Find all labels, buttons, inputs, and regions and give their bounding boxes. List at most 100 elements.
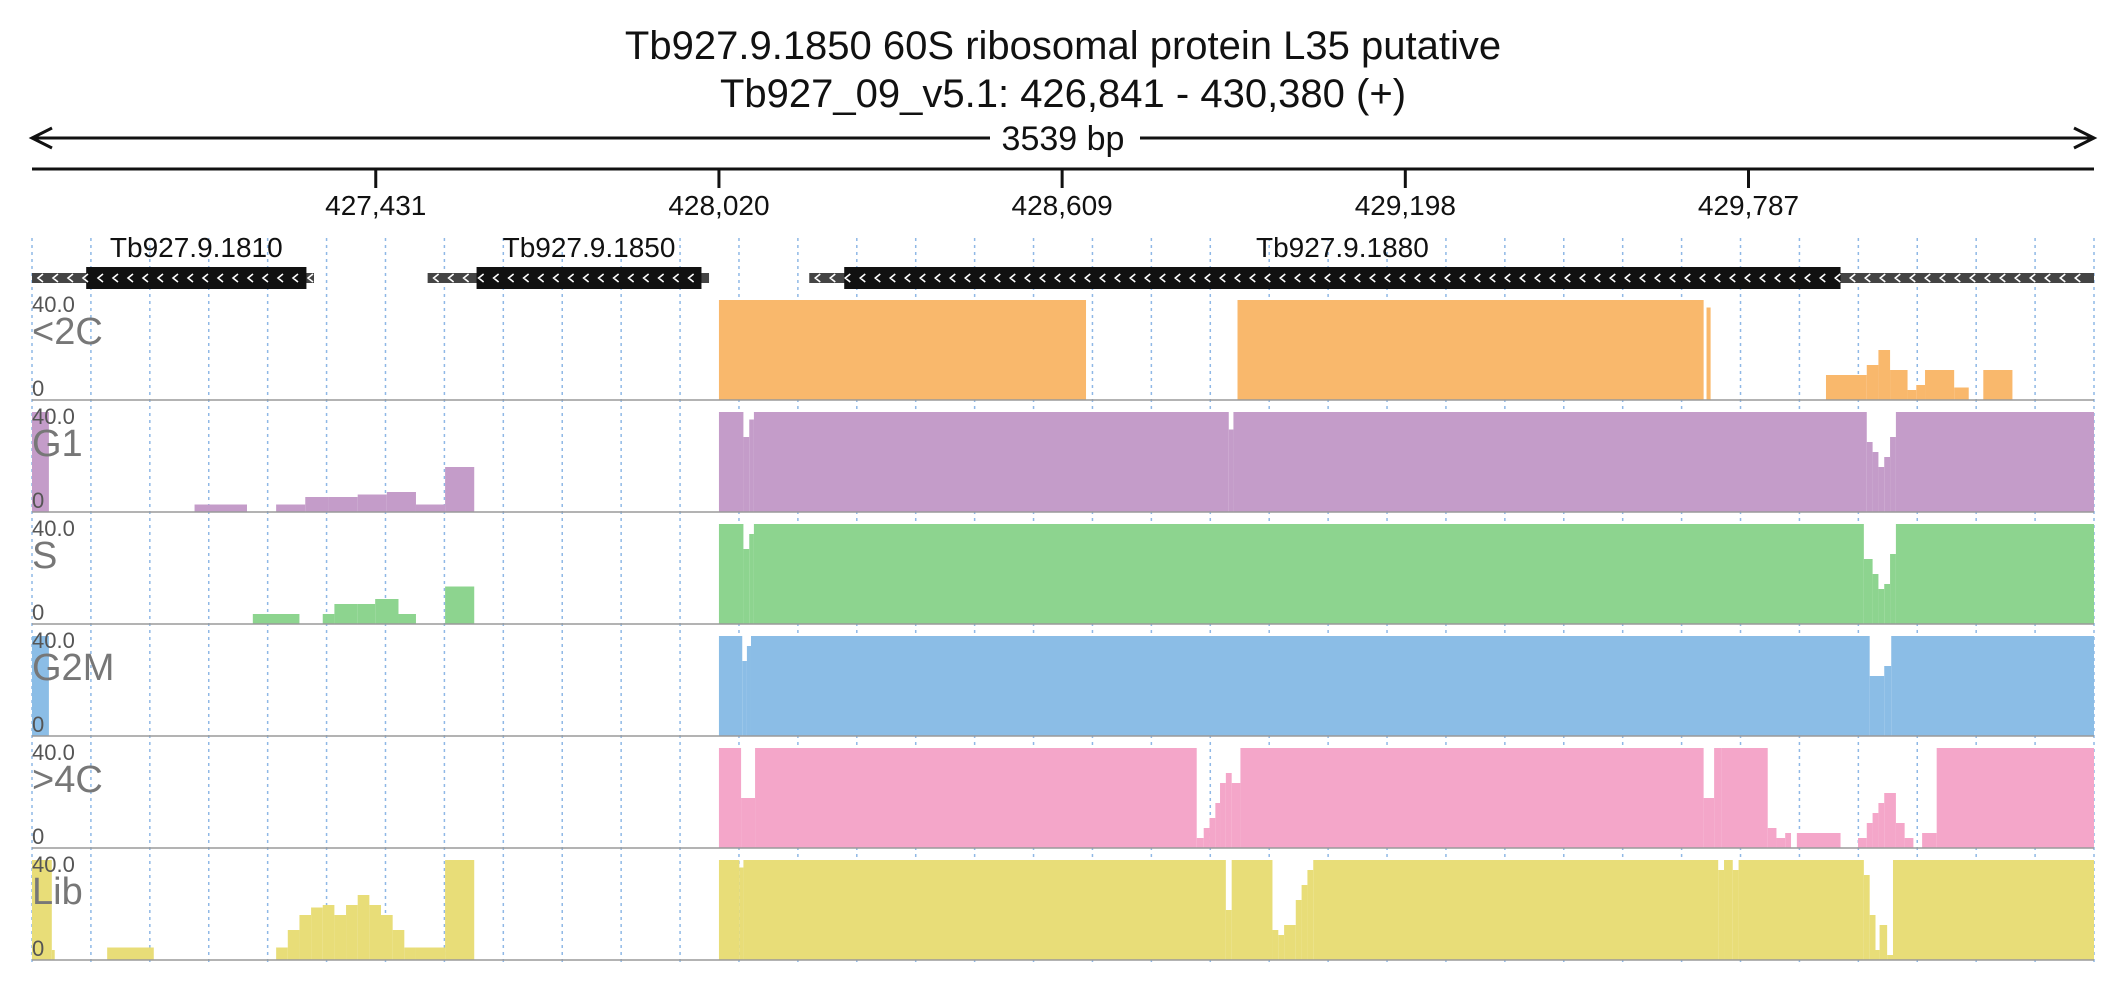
coverage-bar <box>1313 860 1719 960</box>
coverage-bar <box>1954 387 1969 400</box>
strand-arrows <box>432 273 695 283</box>
coverage-bar <box>1884 666 1892 736</box>
coverage-bar <box>305 497 329 512</box>
coverage-bar <box>1866 823 1873 848</box>
coverage-bar <box>1225 910 1232 960</box>
coverage-bar <box>1890 437 1896 512</box>
coverage-bar <box>311 907 323 960</box>
coverage-bar <box>1231 860 1273 960</box>
ruler-tick-label: 429,198 <box>1355 190 1456 221</box>
coverage-bar <box>252 614 300 624</box>
coverage-bar <box>1196 838 1204 848</box>
track-ymax-label: 40.0 <box>32 852 75 877</box>
gene-label: Tb927.9.1810 <box>110 232 283 263</box>
track-ymin-label: 0 <box>32 600 44 625</box>
coverage-bar <box>357 604 376 624</box>
coverage-bar <box>750 636 1870 736</box>
coverage-bar <box>1890 370 1908 400</box>
coverage-bar <box>1776 838 1786 848</box>
coverage-bar <box>746 646 751 736</box>
coverage-bar <box>386 492 416 512</box>
coverage-bar <box>718 860 740 960</box>
coverage-bar <box>1872 452 1879 512</box>
coverage-bar <box>1278 935 1285 960</box>
coverage-bar <box>287 930 300 960</box>
coverage-bar <box>404 947 416 960</box>
coverage-bar <box>1203 828 1210 848</box>
coverage-bar <box>743 860 1226 960</box>
coverage-bar <box>107 947 154 960</box>
track-ymax-label: 40.0 <box>32 740 75 765</box>
coverage-bar <box>1237 300 1704 400</box>
coverage-bar <box>1879 925 1888 960</box>
gene-cds <box>86 267 307 289</box>
coverage-bar <box>32 412 49 512</box>
coverage-bar <box>1895 823 1905 848</box>
coverage-bar <box>753 524 1864 624</box>
coverage-bar <box>1884 793 1896 848</box>
coverage-bar <box>1922 833 1937 848</box>
coverage-bar <box>1916 385 1926 400</box>
coverage-bar <box>1724 860 1733 960</box>
coverage-bar <box>1240 748 1704 848</box>
coverage-bar <box>1904 838 1914 848</box>
track-ymin-label: 0 <box>32 488 44 513</box>
gene-label: Tb927.9.1880 <box>1256 232 1429 263</box>
coverage-bar <box>1301 885 1308 960</box>
coverage-bar <box>1872 813 1879 848</box>
coverage-bar <box>276 504 306 512</box>
coverage-bar <box>1863 559 1873 624</box>
coverage-bar <box>392 930 405 960</box>
coverage-track: 40.0 0 >4C <box>32 740 2094 849</box>
coverage-track: 40.0 0 G1 <box>32 404 2094 513</box>
coverage-bar <box>1225 773 1232 848</box>
track-ymax-label: 40.0 <box>32 516 75 541</box>
coverage-bar <box>445 860 475 960</box>
track-name: S <box>32 535 57 577</box>
ruler-tick-label: 427,431 <box>325 190 426 221</box>
coverage-bar <box>1307 870 1314 960</box>
coverage-bar <box>276 947 288 960</box>
coverage-bar <box>334 604 358 624</box>
coverage-bar <box>1884 584 1891 624</box>
coverage-bar <box>1220 783 1226 848</box>
ruler-tick-label: 428,020 <box>668 190 769 221</box>
gene-title: Tb927.9.1850 60S ribosomal protein L35 p… <box>624 24 1502 68</box>
coverage-bar <box>1884 457 1891 512</box>
coverage-track: 40.0 0 <2C <box>32 292 2094 401</box>
coverage-bar <box>1890 554 1896 624</box>
coverage-bar <box>51 950 55 960</box>
coverage-bar <box>1272 930 1279 960</box>
coverage-bar <box>718 636 743 736</box>
coverage-bar <box>1891 636 2094 736</box>
span-scale: 3539 bp <box>28 120 2098 158</box>
coverage-bar <box>1866 365 1879 400</box>
coverage-bar <box>1228 429 1234 512</box>
coverage-bar <box>445 467 475 512</box>
coverage-bar <box>32 636 49 736</box>
coverage-bar <box>743 549 750 624</box>
track-name: G1 <box>32 423 83 465</box>
coverage-bar <box>1721 748 1768 848</box>
track-name: >4C <box>32 759 103 801</box>
coverage-bar <box>1284 925 1296 960</box>
coverage-bar <box>328 497 358 512</box>
ruler-tick-label: 428,609 <box>1012 190 1113 221</box>
strand-arrows <box>813 273 2081 283</box>
coverage-bar <box>1866 442 1873 512</box>
coverage-bar <box>369 905 382 960</box>
track-ymin-label: 0 <box>32 936 44 961</box>
coverage-bar <box>1796 833 1841 848</box>
coverage-bar <box>1863 875 1870 960</box>
ruler-tick-label: 429,787 <box>1698 190 1799 221</box>
coverage-bar <box>1295 900 1302 960</box>
coverage-bar <box>1738 860 1864 960</box>
coverage-tracks: 40.00<2C40.00G140.00S40.00G2M40.00>4C40.… <box>32 292 2094 961</box>
coverage-bar <box>718 412 744 512</box>
coverage-bar <box>1983 370 2013 400</box>
coverage-bar <box>299 915 312 960</box>
coverage-bar <box>375 599 399 624</box>
coverage-bar <box>1925 370 1955 400</box>
coverage-bar <box>334 915 347 960</box>
